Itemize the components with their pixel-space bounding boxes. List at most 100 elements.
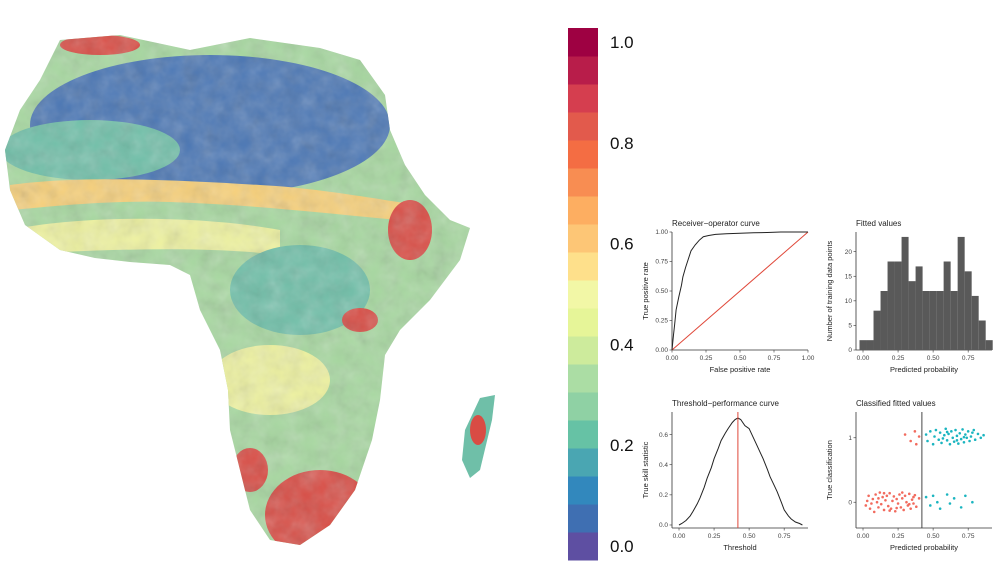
colorbar-swatch: [568, 504, 598, 533]
colorbar-ticks: 1.0 0.8 0.6 0.4 0.2 0.0: [610, 33, 634, 556]
scatter-point: [941, 437, 945, 440]
histogram-bar: [964, 271, 972, 350]
fitted-values-panel: Fitted values 0.00 0.25 0.50 0.75 0 5 10 15 20 Pre…: [825, 219, 993, 374]
scatter-point: [965, 436, 969, 440]
y-tick-label: 1.00: [655, 229, 668, 236]
colorbar-tick-label: 1.0: [610, 33, 634, 52]
y-axis-label: True skill statistic: [641, 441, 650, 498]
colorbar-swatch: [568, 84, 598, 113]
histogram-bar: [971, 295, 979, 350]
x-tick-label: 0.50: [734, 355, 747, 362]
scatter-point: [968, 439, 971, 443]
classified-panel: Classified fitted values 0.00 0.25 0.50 0.75…: [825, 399, 992, 552]
colorbar-tick-label: 0.0: [610, 537, 634, 556]
histogram-bar: [957, 236, 965, 350]
x-tick-label: 0.25: [892, 355, 905, 362]
scatter-point: [881, 495, 884, 499]
scatter-point: [969, 435, 973, 438]
scatter-point: [934, 428, 938, 432]
scatter-point: [917, 435, 921, 438]
scatter-point: [909, 439, 912, 443]
colorbar: 1.0 0.8 0.6 0.4 0.2 0.0: [568, 28, 634, 561]
scatter-point: [962, 440, 966, 444]
x-axis-label: Predicted probability: [890, 365, 958, 374]
scatter-point: [903, 433, 907, 436]
histogram-bar: [922, 291, 930, 350]
x-axis-label: Predicted probability: [890, 543, 958, 552]
colorbar-swatch: [568, 252, 598, 281]
y-tick-label: 0.25: [655, 318, 668, 325]
x-tick-label: 0.75: [778, 533, 791, 540]
scatter-point: [924, 495, 928, 499]
scatter-point: [872, 510, 876, 514]
scatter-point: [864, 504, 868, 507]
scatter-point: [955, 439, 959, 442]
scatter-point: [902, 508, 905, 512]
x-tick-label: 0.25: [892, 533, 905, 540]
scatter-point: [900, 497, 904, 500]
scatter-point: [945, 439, 949, 442]
scatter-point: [972, 428, 976, 432]
scatter-point: [936, 500, 939, 504]
scatter-point: [896, 502, 900, 505]
scatter-point: [943, 433, 946, 437]
y-tick-label: 10: [845, 298, 853, 305]
x-axis-label: False positive rate: [710, 365, 771, 374]
map-texture: [5, 35, 470, 545]
scatter-point: [909, 507, 912, 510]
scatter-point: [888, 509, 891, 512]
panel-title: Fitted values: [856, 219, 901, 228]
scatter-point: [895, 506, 898, 510]
y-tick-label: 0.4: [659, 462, 668, 469]
scatter-point: [879, 502, 883, 506]
histogram-bar: [859, 340, 867, 350]
scatter-point: [938, 431, 942, 434]
colorbar-swatch: [568, 420, 598, 449]
x-tick-label: 0.00: [666, 355, 679, 362]
histogram-bar: [950, 291, 958, 350]
y-tick-label: 20: [845, 249, 853, 256]
scatter-point: [982, 433, 985, 437]
colorbar-swatches: [568, 28, 598, 561]
histogram-bar: [985, 340, 993, 350]
scatter-point: [931, 494, 935, 498]
colorbar-tick-label: 0.4: [610, 335, 634, 354]
histogram-bar: [978, 320, 986, 350]
scatter-point: [867, 494, 870, 498]
scatter-point: [913, 430, 917, 433]
threshold-panel: Threshold−performance curve 0.00 0.25 0.50 0…: [641, 399, 808, 552]
x-tick-label: 0.00: [857, 355, 870, 362]
scatter-point: [955, 434, 959, 438]
x-tick-label: 1.00: [802, 355, 815, 362]
x-tick-label: 0.75: [962, 355, 975, 362]
histogram-bar: [880, 291, 888, 350]
roc-panel: Receiver−operator curve 0.00 0.25 0.50 0.75 1…: [641, 219, 815, 374]
x-tick-label: 0.25: [700, 355, 713, 362]
roc-reference-line: [671, 231, 809, 351]
colorbar-swatch: [568, 476, 598, 505]
scatter-point: [893, 509, 897, 513]
scatter-point: [874, 493, 877, 496]
x-tick-label: 0.25: [708, 533, 721, 540]
scatter-point: [877, 497, 880, 500]
colorbar-swatch: [568, 532, 598, 561]
scatter-point: [912, 495, 915, 499]
colorbar-swatch: [568, 448, 598, 477]
scatter-point: [891, 499, 894, 503]
y-axis-label: True classification: [825, 440, 834, 500]
histogram-bar: [929, 291, 937, 350]
scatter-point: [933, 435, 936, 438]
colorbar-swatch: [568, 56, 598, 85]
scatter-point: [962, 435, 966, 439]
scatter-point: [882, 508, 886, 512]
scatter-point: [957, 442, 960, 445]
colorbar-swatch: [568, 308, 598, 337]
scatter-point: [871, 497, 875, 501]
histogram-bar: [936, 291, 944, 350]
scatter-point: [966, 430, 970, 433]
threshold-curve-line: [678, 417, 803, 526]
scatter-point: [964, 433, 967, 436]
scatter-point: [952, 440, 956, 443]
scatter-point: [889, 507, 893, 510]
colorbar-swatch: [568, 224, 598, 253]
